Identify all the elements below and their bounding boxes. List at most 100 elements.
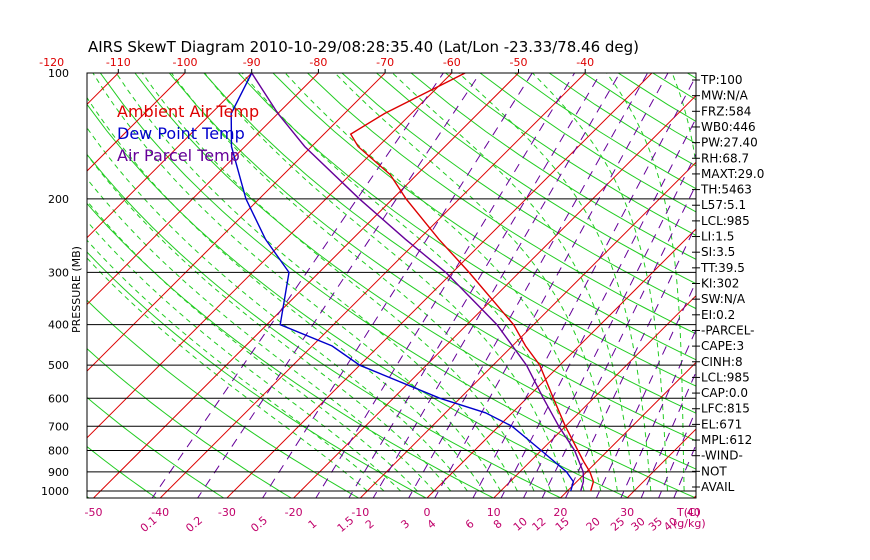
- dry-adiabat: [99, 73, 696, 498]
- index-label: MW:N/A: [701, 89, 749, 103]
- index-label: MAXT:29.0: [701, 167, 764, 181]
- bottom-tick-label: 10: [487, 506, 501, 519]
- top-tick-label: -80: [309, 56, 327, 69]
- dry-adiabat: [238, 73, 696, 387]
- top-tick-label: -120: [39, 56, 64, 69]
- mixing-ratio-line: [262, 73, 533, 498]
- mixing-ratio-line: [372, 73, 621, 498]
- isotherm: [87, 73, 186, 172]
- dry-adiabat: [860, 73, 870, 500]
- moist-adiabat: [87, 257, 368, 492]
- mixing-ratio-tick-label: 8: [491, 517, 505, 531]
- series-line-0: [349, 73, 595, 492]
- isotherm: [87, 73, 253, 239]
- isotherm: [159, 73, 586, 498]
- mixing-ratio-line: [408, 73, 649, 498]
- moist-adiabat: [141, 73, 535, 492]
- top-axis-ticks: -120 -110 -100 -90 -80 -70 -60 -50 -40: [39, 56, 594, 73]
- index-label: LCL:985: [701, 214, 750, 228]
- plot-frame: [86, 72, 697, 499]
- isotherm: [87, 73, 386, 372]
- mixing-ratio-line: [472, 75, 696, 498]
- index-label: KI:302: [701, 277, 739, 291]
- top-tick-label: -100: [173, 56, 198, 69]
- pressure-tick-label: 300: [48, 266, 69, 279]
- pressure-tick-label: 800: [48, 444, 69, 457]
- top-tick-label: -50: [510, 56, 528, 69]
- moist-adiabat: [284, 73, 602, 492]
- mixing-ratio-tick-label: 0.2: [183, 514, 205, 535]
- mixing-ratio-line: [348, 73, 602, 498]
- mixing-ratio-line: [315, 73, 576, 498]
- dry-adiabat: [376, 73, 696, 285]
- mixing-ratio-tick-label: 3: [398, 517, 412, 531]
- moist-adiabat: [87, 220, 401, 492]
- dry-adiabat: [791, 73, 870, 500]
- index-label: CINH:8: [701, 355, 743, 369]
- isotherm: [87, 73, 119, 106]
- mixing-ratio-label: (g/kg): [673, 517, 706, 530]
- bottom-tick-label: 20: [553, 506, 567, 519]
- pressure-tick-label: 500: [48, 359, 69, 372]
- x-axis-label: T(C): [676, 506, 700, 519]
- bottom-axis-ticks: -50 -40 -30 -20 -10 0 10 20 30 40: [85, 506, 701, 519]
- dry-adiabat: [307, 73, 696, 335]
- pressure-tick-label: 400: [48, 319, 69, 332]
- mixing-ratio-line: [434, 73, 669, 498]
- moist-adiabat: [87, 126, 468, 492]
- dry-adiabat: [825, 73, 870, 500]
- legend-entry: Ambient Air Temp: [117, 102, 259, 121]
- series-line-1: [230, 73, 575, 492]
- moist-adiabat: [171, 73, 552, 492]
- mixing-ratio-line: [197, 73, 481, 498]
- index-label: CAPE:3: [701, 339, 744, 353]
- bottom-tick-label: -40: [151, 506, 169, 519]
- pressure-tick-label: 200: [48, 193, 69, 206]
- moist-adiabat: [115, 73, 518, 492]
- index-label: NOT: [701, 464, 727, 478]
- dry-adiabat: [410, 73, 696, 260]
- bottom-tick-label: -20: [285, 506, 303, 519]
- bottom-tick-label: 30: [620, 506, 634, 519]
- chart-title: AIRS SkewT Diagram 2010-10-29/08:28:35.4…: [88, 38, 639, 56]
- top-tick-label: -110: [106, 56, 131, 69]
- moist-adiabat: [241, 73, 585, 492]
- index-label: -WIND-: [701, 449, 743, 463]
- dry-adiabat: [272, 73, 696, 361]
- moist-adiabat: [606, 73, 685, 491]
- moist-adiabat: [204, 73, 568, 492]
- dry-adiabat: [203, 73, 696, 414]
- isotherm: [426, 228, 696, 498]
- mixing-ratio-tick-label: 0.5: [248, 514, 270, 535]
- mixing-ratio-line: [500, 117, 696, 498]
- dry-adiabat: [169, 73, 696, 442]
- index-label: RH:68.7: [701, 151, 749, 165]
- moist-adiabat: [87, 96, 485, 492]
- index-label: FRZ:584: [701, 104, 751, 118]
- index-label: LI:1.5: [701, 230, 734, 244]
- bottom-tick-label: -10: [351, 506, 369, 519]
- dry-adiabat: [87, 299, 360, 498]
- top-tick-label: -90: [243, 56, 261, 69]
- moist-adiabat: [87, 153, 452, 492]
- isotherm: [559, 361, 696, 498]
- legend-entry: Air Parcel Temp: [117, 146, 240, 165]
- index-label: EI:0.2: [701, 308, 735, 322]
- moist-adiabat: [392, 73, 635, 492]
- isotherm: [292, 94, 696, 498]
- index-label: LFC:815: [701, 402, 750, 416]
- dry-adiabat: [479, 73, 696, 213]
- mixing-ratio-tick-label: 1: [306, 517, 320, 531]
- index-label: EL:671: [701, 417, 742, 431]
- pressure-tick-label: 1000: [41, 485, 69, 498]
- bottom-tick-label: -50: [85, 506, 103, 519]
- mixing-ratio-tick-label: 6: [463, 517, 477, 531]
- isotherm: [92, 73, 519, 498]
- mixing-ratio-tick-label: 10: [511, 515, 530, 534]
- dry-adiabat: [87, 445, 158, 498]
- isotherm: [87, 73, 319, 306]
- dry-adiabat: [87, 347, 293, 498]
- moist-adiabat: [87, 239, 385, 492]
- y-axis-label: PRESSURE (MB): [70, 246, 83, 333]
